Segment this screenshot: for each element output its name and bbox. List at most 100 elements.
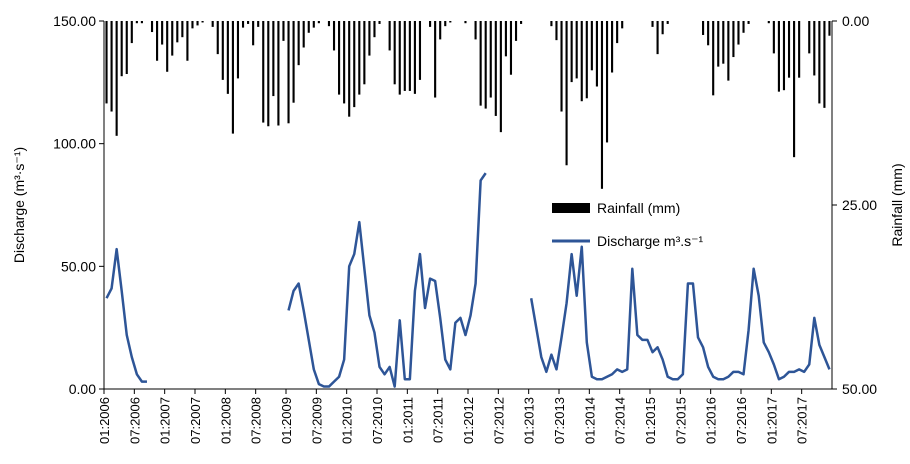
rainfall-bar <box>777 21 780 92</box>
rainfall-bar <box>221 21 224 80</box>
rainfall-bar <box>717 21 720 67</box>
rainfall-bar <box>605 21 609 143</box>
rainfall-bar <box>813 21 816 76</box>
rainfall-bar <box>494 21 497 116</box>
rainfall-bar <box>702 21 705 35</box>
rainfall-bar <box>595 21 598 87</box>
left-axis-ticks: 0.00 50.00 100.00 150.00 <box>53 13 104 397</box>
rainfall-bar <box>105 21 108 104</box>
rainfall-bar <box>358 21 361 95</box>
rainfall-bar <box>226 21 229 94</box>
left-tick-label: 100.00 <box>53 136 96 152</box>
rainfall-bar <box>196 21 199 26</box>
rainfall-bar <box>348 21 351 117</box>
rainfall-bar <box>120 21 123 77</box>
axes <box>103 21 833 390</box>
rainfall-bar <box>429 21 432 27</box>
x-tick-label: 07:2008 <box>249 397 264 444</box>
right-axis-ticks: 0.00 25.00 50.00 <box>832 13 877 397</box>
rainfall-bar <box>140 21 143 24</box>
x-tick-label: 01:2007 <box>158 397 173 444</box>
rainfall-bar <box>181 21 184 38</box>
rainfall-bar <box>828 21 831 36</box>
rainfall-bar <box>621 21 624 29</box>
rainfall-bar <box>565 21 568 166</box>
rainfall-bar <box>171 21 174 56</box>
rainfall-bar <box>156 21 159 61</box>
x-tick-label: 01:2017 <box>764 397 779 444</box>
rainfall-bar <box>793 21 796 158</box>
rainfall-bar <box>616 21 619 44</box>
rainfall-bar <box>302 21 305 48</box>
x-tick-label: 07:2017 <box>795 397 810 444</box>
rainfall-bar <box>464 21 467 24</box>
rainfall-bar <box>560 21 563 112</box>
x-tick-label: 01:2009 <box>279 397 294 444</box>
rainfall-bar <box>434 21 437 98</box>
rainfall-bar <box>418 21 422 80</box>
right-axis-label: Rainfall (mm) <box>889 163 905 246</box>
rainfall-bar <box>211 21 214 27</box>
rainfall-bar <box>363 21 366 85</box>
x-tick-label: 07:2012 <box>491 397 506 444</box>
rainfall-bar <box>191 21 194 29</box>
rainfall-bar <box>287 21 290 124</box>
x-tick-label: 01:2011 <box>400 397 415 443</box>
x-tick-label: 07:2014 <box>613 397 628 444</box>
rainfall-bar <box>398 21 401 95</box>
rainfall-bar <box>520 21 523 24</box>
rainfall-bar <box>651 21 654 27</box>
rainfall-bar <box>307 21 310 33</box>
rainfall-bar <box>580 21 583 102</box>
rainfall-bar <box>236 21 240 79</box>
rainfall-bar <box>150 21 154 33</box>
rainfall-bar <box>343 21 346 104</box>
rainfall-bar <box>575 21 578 79</box>
rainfall-bar <box>201 21 204 23</box>
rainfall-bar <box>656 21 659 55</box>
discharge-line <box>105 247 147 383</box>
x-tick-label: 01:2012 <box>461 397 476 444</box>
rainfall-bar <box>388 21 391 51</box>
rainfall-bar <box>707 21 710 46</box>
rainfall-bar <box>297 21 300 66</box>
x-tick-label: 01:2006 <box>97 397 112 444</box>
rainfall-bar <box>267 21 270 127</box>
rainfall-bar <box>257 21 260 27</box>
rainfall-bar <box>130 21 133 44</box>
rainfall-bar <box>661 21 664 35</box>
rainfall-bar <box>484 21 487 109</box>
rainfall-bar <box>499 21 502 133</box>
rainfall-bar <box>272 21 275 97</box>
rainfall-bar <box>772 21 775 54</box>
left-tick-label: 150.00 <box>53 13 96 29</box>
rainfall-bar <box>241 21 245 28</box>
rainfall-bar <box>110 21 113 112</box>
rainfall-bar <box>332 21 336 51</box>
rainfall-bar <box>216 21 219 55</box>
rainfall-bar <box>782 21 786 91</box>
right-tick-label: 0.00 <box>842 13 869 29</box>
rainfall-bar <box>252 21 255 46</box>
rainfall-bar <box>247 21 250 24</box>
rainfall-bar <box>747 21 750 24</box>
legend-rainfall-label: Rainfall (mm) <box>597 200 680 216</box>
legend-discharge-label: Discharge m³.s⁻¹ <box>597 233 704 249</box>
discharge-line-layer <box>105 172 831 388</box>
x-tick-label: 01:2015 <box>643 397 658 444</box>
left-tick-label: 50.00 <box>61 258 96 274</box>
x-tick-label: 07:2007 <box>188 397 203 444</box>
rainfall-bar <box>115 21 118 136</box>
x-tick-label: 07:2011 <box>431 397 446 443</box>
x-tick-label: 07:2016 <box>734 397 749 444</box>
x-tick-label: 07:2009 <box>309 397 324 444</box>
rainfall-bar <box>408 21 411 91</box>
discharge-line <box>287 172 487 388</box>
rainfall-bar <box>666 21 669 24</box>
rainfall-bar <box>474 21 477 40</box>
rainfall-bar <box>353 21 356 108</box>
rainfall-bar <box>570 21 573 83</box>
legend: Rainfall (mm) Discharge m³.s⁻¹ <box>552 200 704 249</box>
rainfall-bar <box>590 21 593 71</box>
rainfall-bar <box>231 21 234 134</box>
